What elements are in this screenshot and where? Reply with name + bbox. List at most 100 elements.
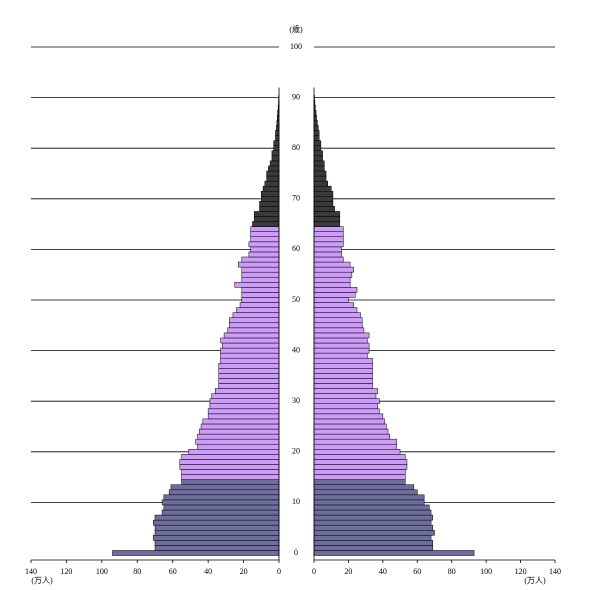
bar	[313, 398, 380, 404]
bar	[266, 175, 280, 182]
bar	[313, 271, 353, 278]
bar	[313, 535, 432, 541]
bar	[197, 443, 280, 450]
bar	[154, 540, 280, 546]
bar	[273, 140, 280, 146]
bar	[241, 297, 280, 303]
x-tick-label: 100	[96, 567, 108, 576]
x-tick-label: 0	[277, 567, 281, 576]
bar	[234, 282, 280, 288]
y-tick-label: 0	[294, 548, 298, 557]
bar	[218, 373, 280, 379]
bar	[313, 459, 408, 465]
x-tick-label: 80	[133, 567, 141, 576]
bar	[313, 363, 373, 369]
bar	[168, 489, 280, 496]
bar	[313, 185, 332, 192]
bar	[207, 408, 280, 415]
bar	[313, 307, 358, 313]
x-unit-label: (万人)	[524, 576, 546, 585]
bar	[313, 236, 344, 243]
bar	[313, 469, 406, 475]
bar	[154, 514, 280, 521]
x-tick-label: 60	[169, 567, 177, 576]
bar	[209, 398, 280, 404]
bar	[253, 211, 280, 217]
bar	[313, 145, 322, 151]
bar	[238, 261, 280, 268]
bar	[313, 302, 354, 308]
bar	[161, 499, 280, 506]
bar	[313, 529, 435, 536]
bar	[313, 443, 397, 450]
bar	[313, 170, 327, 177]
bar	[313, 175, 327, 182]
bar	[264, 180, 280, 187]
bar	[241, 276, 280, 283]
bar	[271, 155, 280, 162]
bar	[209, 403, 280, 410]
x-unit-label: (万人)	[31, 576, 53, 585]
bar	[313, 337, 368, 344]
bar	[241, 256, 280, 263]
bar	[313, 352, 368, 359]
bar	[202, 418, 280, 425]
bar	[218, 363, 280, 369]
x-tick-label: 140	[25, 567, 37, 576]
bar	[313, 140, 322, 146]
bar	[313, 524, 434, 531]
bar	[313, 287, 358, 293]
bar	[232, 312, 280, 318]
bar	[218, 383, 280, 389]
bar	[313, 282, 351, 288]
bar	[313, 206, 335, 212]
bar	[188, 449, 280, 455]
bar	[313, 545, 434, 551]
bar	[313, 327, 365, 334]
bar	[313, 383, 373, 389]
bar	[273, 145, 280, 151]
bar	[313, 403, 378, 410]
bar	[259, 206, 280, 212]
y-tick-label: 20	[292, 447, 300, 456]
bar	[313, 393, 377, 399]
bar	[181, 474, 280, 480]
bar	[313, 433, 390, 440]
bar	[313, 261, 351, 268]
bar	[154, 529, 280, 536]
bar	[223, 332, 280, 339]
bar	[313, 125, 319, 131]
bar	[222, 342, 280, 349]
bar	[259, 201, 280, 207]
bar	[313, 342, 370, 349]
bar	[313, 449, 401, 455]
bar	[248, 241, 280, 248]
x-tick-label: 100	[480, 567, 492, 576]
bar	[199, 428, 280, 435]
y-tick-label: 60	[292, 244, 300, 253]
bar	[275, 130, 280, 136]
bar	[313, 180, 329, 187]
bar	[268, 165, 280, 172]
bar	[313, 292, 356, 298]
bar	[152, 535, 280, 541]
bar	[313, 484, 415, 491]
bar	[313, 474, 406, 480]
y-unit-label: (歳)	[289, 24, 303, 34]
bar	[163, 504, 280, 511]
bar	[181, 479, 280, 485]
bar	[313, 317, 363, 324]
bar	[269, 160, 280, 167]
bar	[313, 150, 323, 157]
bar	[252, 221, 280, 227]
bar	[211, 393, 280, 399]
bar	[241, 292, 280, 298]
bar	[154, 545, 280, 551]
y-tick-label: 80	[292, 143, 300, 152]
bar	[313, 216, 341, 222]
y-tick-label: 100	[290, 42, 302, 51]
bar	[313, 246, 342, 253]
bar	[239, 302, 280, 308]
x-tick-label: 40	[204, 567, 212, 576]
